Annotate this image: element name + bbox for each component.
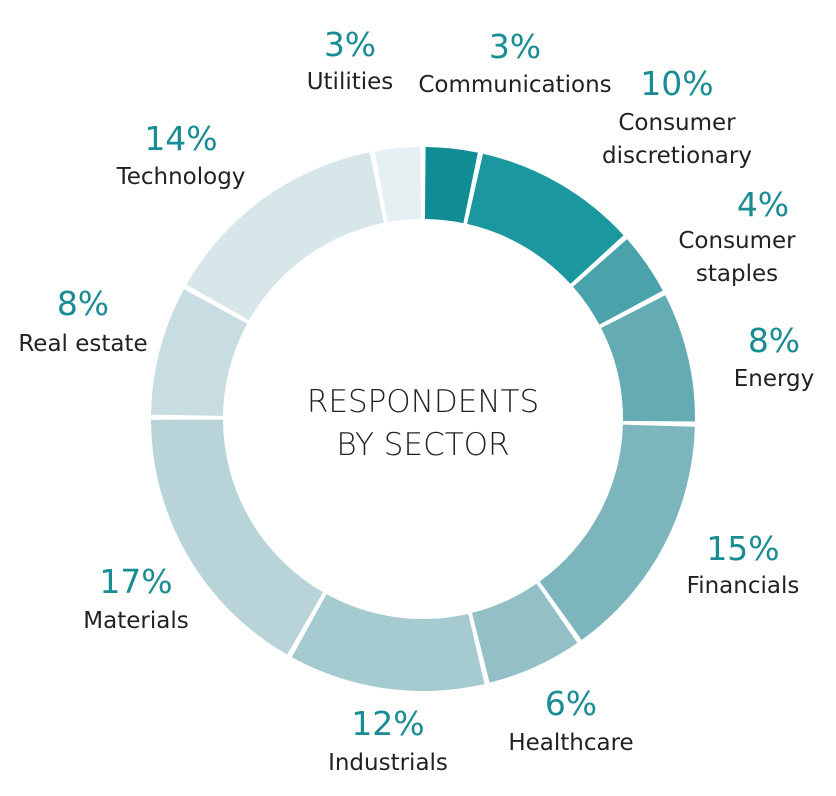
slice-utilities [374,147,422,223]
slice-real-estate [151,289,248,416]
pct-label-technology: 14% [144,119,217,158]
category-label-energy-line-1: Energy [734,366,815,392]
category-label-financials-line-1: Financials [687,573,800,599]
slice-consumer-discretionary [467,153,624,284]
category-label-materials-line-1: Materials [83,608,188,634]
slice-industrials [291,594,485,692]
slice-labels: 3% Communications 10% Consumer discretionary… [18,25,814,776]
pct-label-utilities: 3% [324,25,376,64]
slice-healthcare [471,583,578,683]
category-label-utilities-line-1: Utilities [307,69,394,95]
category-label-real-estate-line-1: Real estate [18,331,147,357]
slice-communications [424,147,478,224]
center-title-line-1: RESPONDENTS [307,384,539,420]
category-label-consumer-staples-line-2: staples [696,261,778,287]
category-label-consumer-staples-line-1: Consumer [678,228,796,254]
pct-label-communications: 3% [489,27,541,66]
category-label-industrials-line-1: Industrials [328,750,448,776]
pct-label-energy: 8% [748,321,800,360]
pct-label-consumer-discretionary: 10% [640,64,713,103]
pct-label-healthcare: 6% [545,684,597,723]
category-label-healthcare-line-1: Healthcare [508,730,633,756]
slice-consumer-staples [573,239,663,325]
slice-energy [601,295,695,422]
slice-materials [151,419,324,655]
category-label-technology-line-1: Technology [116,164,246,190]
pct-label-financials: 15% [706,529,779,568]
center-title-line-2: BY SECTOR [336,427,509,463]
category-label-consumer-discretionary-line-1: Consumer [618,110,736,136]
pct-label-real-estate: 8% [57,284,109,323]
pct-label-materials: 17% [99,562,172,601]
category-label-communications-line-1: Communications [418,72,611,98]
slice-technology [186,152,384,321]
pct-label-industrials: 12% [351,704,424,743]
category-label-consumer-discretionary-line-2: discretionary [602,143,752,169]
slice-financials [539,424,695,640]
pct-label-consumer-staples: 4% [737,185,789,224]
donut-slices [151,147,695,692]
